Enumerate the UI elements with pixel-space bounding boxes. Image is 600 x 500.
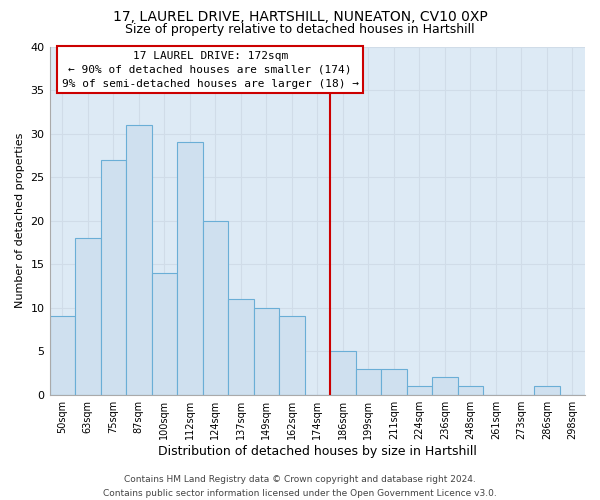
Text: Contains HM Land Registry data © Crown copyright and database right 2024.
Contai: Contains HM Land Registry data © Crown c… [103, 476, 497, 498]
Text: Size of property relative to detached houses in Hartshill: Size of property relative to detached ho… [125, 22, 475, 36]
Bar [356, 368, 381, 394]
Bar [152, 273, 177, 394]
Bar [254, 308, 279, 394]
X-axis label: Distribution of detached houses by size in Hartshill: Distribution of detached houses by size … [158, 444, 477, 458]
Bar [279, 316, 305, 394]
Text: 17 LAUREL DRIVE: 172sqm
← 90% of detached houses are smaller (174)
9% of semi-de: 17 LAUREL DRIVE: 172sqm ← 90% of detache… [62, 51, 359, 89]
Bar [126, 125, 152, 394]
Bar [75, 238, 101, 394]
Bar [228, 299, 254, 394]
Bar [458, 386, 483, 394]
Bar [407, 386, 432, 394]
Bar [50, 316, 75, 394]
Bar [534, 386, 560, 394]
Bar [381, 368, 407, 394]
Bar [432, 378, 458, 394]
Bar [101, 160, 126, 394]
Y-axis label: Number of detached properties: Number of detached properties [15, 133, 25, 308]
Bar [330, 351, 356, 395]
Bar [203, 220, 228, 394]
Bar [177, 142, 203, 394]
Text: 17, LAUREL DRIVE, HARTSHILL, NUNEATON, CV10 0XP: 17, LAUREL DRIVE, HARTSHILL, NUNEATON, C… [113, 10, 487, 24]
